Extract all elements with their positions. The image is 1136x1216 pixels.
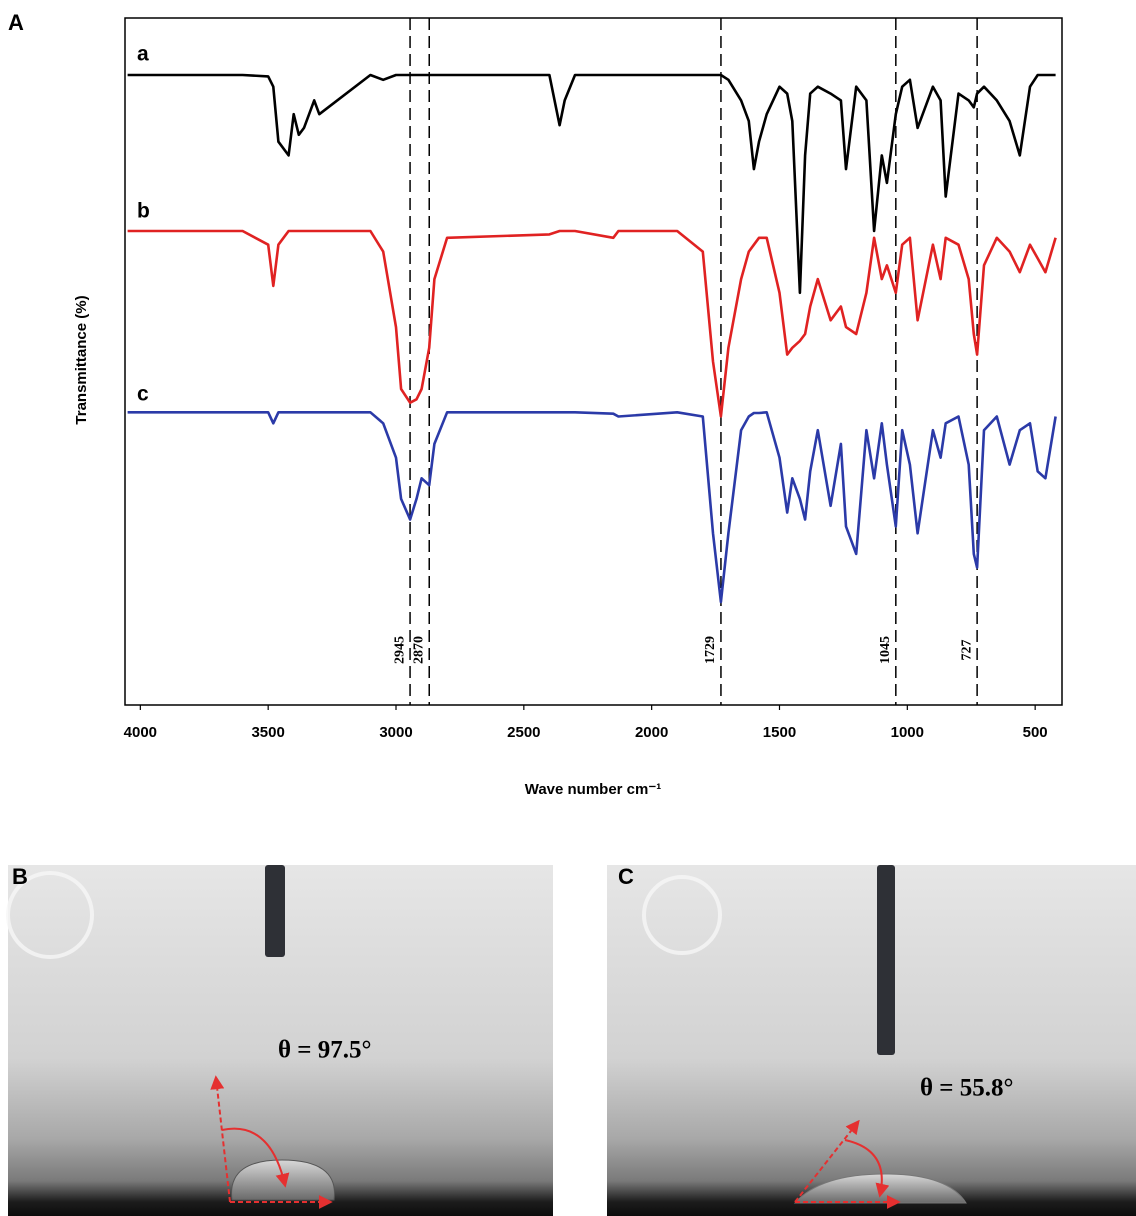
panel-label: B: [12, 864, 28, 889]
plot-frame: [124, 17, 1063, 706]
photo-background: [607, 865, 1136, 1216]
needle: [265, 865, 285, 957]
x-tick-label: 4000: [124, 724, 157, 741]
series-label: a: [137, 43, 149, 66]
contact-angle: θ = 55.8°: [920, 1075, 1014, 1102]
angle-arrow: [794, 1119, 860, 1203]
spectrum: [127, 411, 1057, 604]
x-tick-label: 3500: [251, 724, 284, 741]
reference-label: 2945: [392, 636, 407, 664]
x-tick-label: 2000: [635, 724, 668, 741]
angle-arc: [221, 1127, 290, 1188]
angle-arc: [844, 1139, 890, 1198]
photo-b: θ = 97.5° B: [6, 864, 553, 1216]
contact-angle: θ = 97.5°: [278, 1037, 372, 1064]
x-tick-label: 2500: [507, 724, 540, 741]
series-label: c: [137, 383, 149, 406]
lens-reflection: [642, 875, 722, 955]
angle-arrow: [210, 1075, 231, 1203]
x-tick-label: 1500: [763, 724, 796, 741]
x-axis-label: Wave number cm⁻¹: [525, 781, 662, 798]
spectrum: [127, 229, 1057, 418]
panel-label: A: [8, 10, 24, 35]
reference-label: 1045: [878, 636, 893, 664]
plot: 4000 3500 3000 2500 2000 1500 1000 500 2945 2870 1…: [124, 18, 1057, 741]
reference-label: 1729: [703, 636, 718, 664]
x-tick-label: 3000: [379, 724, 412, 741]
y-axis-label: Transmittance (%): [73, 295, 90, 424]
lens-reflection: [6, 871, 94, 959]
reference-label: 2870: [411, 636, 426, 664]
photo-c: θ = 55.8° C: [607, 864, 1136, 1216]
reference-label: 727: [959, 640, 974, 661]
x-tick-label: 1000: [891, 724, 924, 741]
x-tick-label: 500: [1023, 724, 1048, 741]
needle: [877, 865, 895, 1055]
series-label: b: [137, 200, 150, 223]
panel-label: C: [618, 864, 634, 889]
spectrum: [127, 73, 1056, 295]
